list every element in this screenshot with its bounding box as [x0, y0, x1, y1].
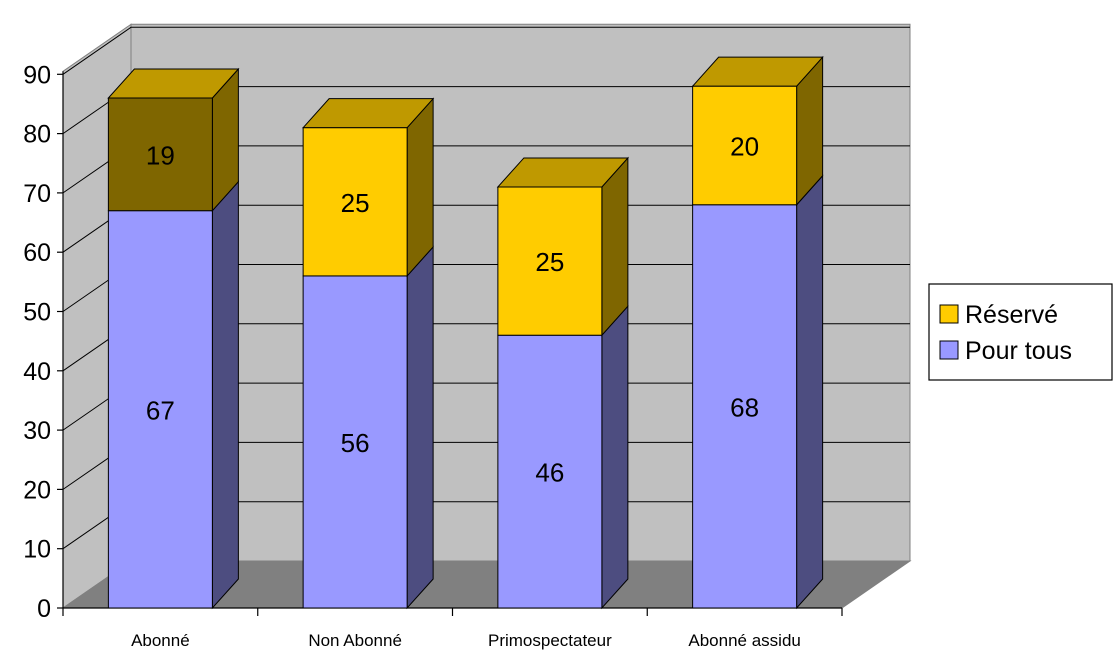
y-tick-label: 70: [23, 180, 51, 208]
legend: Réservé Pour tous: [928, 283, 1113, 381]
data-labels: 67 19 56 25 46 25 68 20: [146, 131, 759, 487]
y-tick-label: 80: [23, 121, 51, 149]
data-label: 67: [146, 395, 175, 425]
bar-segment: [497, 186, 603, 336]
y-tick-label: 90: [23, 61, 51, 89]
legend-box: [928, 283, 1113, 381]
bar-top: [107, 68, 240, 99]
bar-segment: [692, 204, 798, 609]
y-tick-label: 30: [23, 417, 51, 445]
legend-label: Pour tous: [965, 337, 1072, 365]
bar-segment: [302, 127, 408, 277]
bar-side: [796, 174, 824, 610]
y-tick-label: 10: [23, 536, 51, 564]
gridline: [62, 26, 910, 75]
bar-side: [601, 304, 629, 610]
y-tick-label: 60: [23, 239, 51, 267]
bar-top: [691, 56, 824, 87]
bar-side: [406, 245, 434, 610]
legend-label: Réservé: [965, 301, 1058, 329]
bar-segment: [302, 275, 408, 609]
bar-side: [601, 156, 629, 337]
data-label: 20: [730, 131, 759, 161]
data-label: 46: [535, 458, 564, 488]
bar-side: [211, 180, 239, 610]
data-label: 25: [535, 247, 564, 277]
legend-swatch: [939, 304, 959, 324]
x-tick-label: Abonné: [131, 631, 190, 650]
bar-segment: [497, 334, 603, 609]
data-label: 19: [146, 140, 175, 170]
bar-top: [302, 98, 435, 129]
y-tick-label: 40: [23, 358, 51, 386]
y-tick-label: 20: [23, 476, 51, 504]
y-tick-label: 0: [37, 595, 51, 623]
bar-top: [496, 157, 629, 188]
bar-segment: [107, 97, 213, 212]
bar-side: [406, 97, 434, 278]
bar-segment: [692, 85, 798, 206]
data-label: 56: [341, 428, 370, 458]
legend-swatch: [939, 340, 959, 360]
data-label: 25: [341, 188, 370, 218]
bars: [107, 55, 824, 610]
bar-segment: [107, 210, 213, 609]
data-label: 68: [730, 392, 759, 422]
x-tick-label: Non Abonné: [308, 631, 402, 650]
x-tick-label: Primospectateur: [488, 631, 612, 650]
x-tick-label: Abonné assidu: [688, 631, 800, 650]
y-tick-label: 50: [23, 299, 51, 327]
